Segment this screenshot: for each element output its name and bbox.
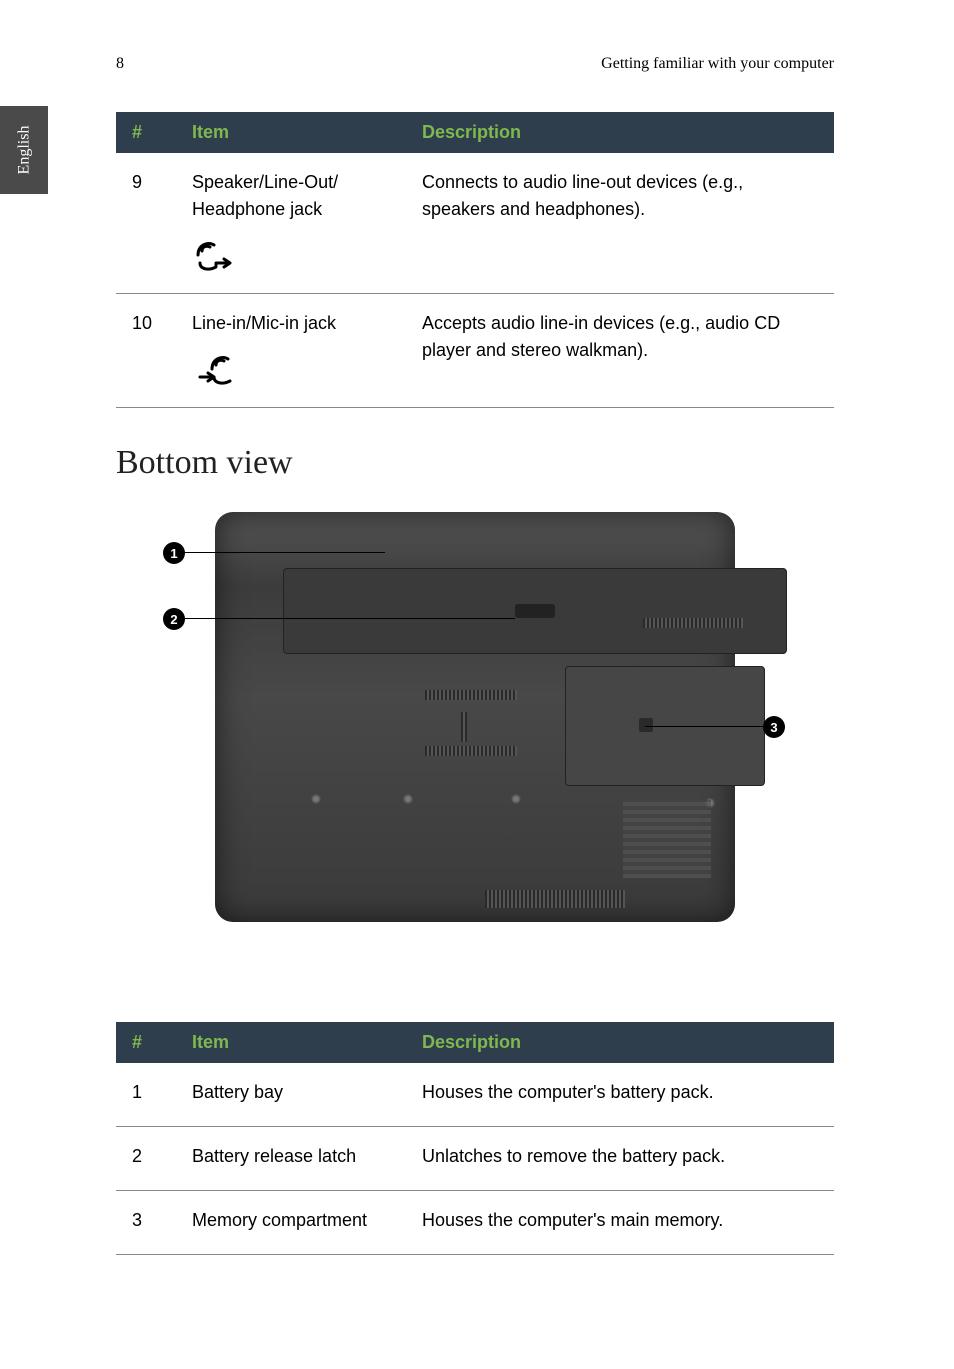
audio-out-icon [192,233,236,273]
cell-item: Line-in/Mic-in jack [176,294,406,408]
table-row: 9 Speaker/Line-Out/ Headphone jack Conne… [116,153,834,294]
cell-item: Memory compartment [176,1191,406,1255]
table-row: 1 Battery bay Houses the computer's batt… [116,1063,834,1127]
table-row: 10 Line-in/Mic-in jack Accepts audio lin… [116,294,834,408]
item-label: Speaker/Line-Out/ Headphone jack [192,172,338,219]
item-label: Line-in/Mic-in jack [192,313,336,333]
col-header-num: # [116,1022,176,1063]
table-row: 2 Battery release latch Unlatches to rem… [116,1127,834,1191]
page-content: # Item Description 9 Speaker/Line-Out/ H… [116,112,834,1255]
col-header-desc: Description [406,112,834,153]
cell-desc: Unlatches to remove the battery pack. [406,1127,834,1191]
cell-item: Battery release latch [176,1127,406,1191]
page-header: Getting familiar with your computer [601,55,834,73]
cell-num: 2 [116,1127,176,1191]
bottom-view-table: # Item Description 1 Battery bay Houses … [116,1022,834,1255]
cell-desc: Houses the computer's battery pack. [406,1063,834,1127]
cell-item: Speaker/Line-Out/ Headphone jack [176,153,406,294]
language-tab: English [0,106,48,194]
col-header-num: # [116,112,176,153]
cell-item: Battery bay [176,1063,406,1127]
callout-3: 3 [763,716,785,738]
audio-in-icon [192,347,236,387]
cell-num: 3 [116,1191,176,1255]
table-row: 3 Memory compartment Houses the computer… [116,1191,834,1255]
section-title: Bottom view [116,444,834,482]
cell-desc: Houses the computer's main memory. [406,1191,834,1255]
cell-num: 10 [116,294,176,408]
language-tab-label: English [15,126,33,175]
col-header-item: Item [176,1022,406,1063]
bottom-view-diagram: 1 2 3 [116,512,834,942]
cell-desc: Connects to audio line-out devices (e.g.… [406,153,834,294]
cell-desc: Accepts audio line-in devices (e.g., aud… [406,294,834,408]
col-header-item: Item [176,112,406,153]
callout-1: 1 [163,542,185,564]
page-number: 8 [116,55,124,73]
col-header-desc: Description [406,1022,834,1063]
cell-num: 9 [116,153,176,294]
table-header-row: # Item Description [116,1022,834,1063]
table-header-row: # Item Description [116,112,834,153]
callout-2: 2 [163,608,185,630]
cell-num: 1 [116,1063,176,1127]
ports-table: # Item Description 9 Speaker/Line-Out/ H… [116,112,834,408]
